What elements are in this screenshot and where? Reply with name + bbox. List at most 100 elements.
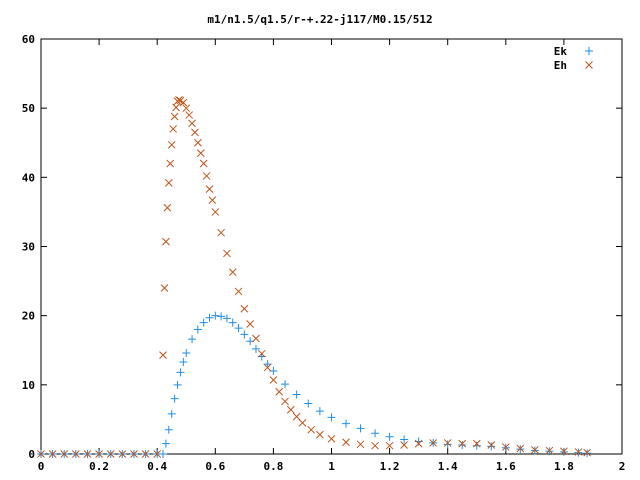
data-point-eh (160, 284, 169, 292)
data-point-eh (281, 397, 289, 406)
legend-marker-cross-icon (585, 61, 593, 69)
data-point-ek (188, 335, 197, 344)
data-point-eh (327, 434, 336, 443)
data-point-ek (170, 394, 179, 403)
data-point-ek (251, 344, 260, 353)
data-point-eh (263, 363, 272, 372)
data-point-eh (179, 98, 188, 107)
data-point-eh (202, 172, 211, 180)
data-point-ek (164, 425, 173, 434)
x-tick-label: 0.4 (147, 460, 167, 473)
data-point-ek (315, 407, 324, 416)
legend-label-eh: Eh (554, 59, 567, 72)
x-tick-label: 0.6 (205, 460, 225, 473)
data-point-eh (286, 405, 295, 414)
x-tick-label: 0 (38, 460, 45, 473)
data-point-eh (175, 96, 183, 104)
data-point-eh (429, 439, 438, 447)
x-tick-label: 1.4 (438, 460, 458, 473)
x-tick-label: 0.2 (89, 460, 109, 473)
data-point-ek (205, 313, 214, 322)
data-point-ek (228, 318, 237, 327)
data-point-ek (173, 380, 182, 389)
data-point-eh (106, 450, 115, 458)
data-point-eh (196, 149, 205, 157)
data-point-ek (182, 349, 191, 358)
data-point-ek (472, 441, 481, 450)
data-point-eh (83, 450, 92, 458)
data-point-ek (263, 360, 272, 369)
x-tick-label: 1.2 (380, 460, 400, 473)
data-point-eh (130, 450, 138, 458)
data-point-eh (169, 125, 178, 133)
x-tick-label: 2 (619, 460, 626, 473)
data-point-eh (443, 439, 452, 447)
data-point-ek (161, 439, 170, 448)
data-point-eh (223, 249, 231, 258)
data-point-eh (545, 446, 554, 455)
chart-title: m1/n1.5/q1.5/r-+.22-j117/M0.15/512 (207, 13, 432, 26)
data-point-eh (574, 448, 583, 456)
data-point-ek (281, 380, 290, 389)
data-point-eh (167, 140, 176, 149)
data-point-eh (205, 185, 214, 193)
data-point-ek (458, 441, 467, 450)
legend-label-ek: Ek (554, 45, 568, 58)
data-point-eh (95, 450, 103, 458)
data-point-eh (48, 450, 57, 458)
data-point-eh (163, 203, 172, 212)
data-point-eh (356, 440, 365, 449)
data-point-ek (222, 314, 231, 323)
data-point-ek (356, 424, 365, 433)
data-point-eh (159, 351, 167, 359)
data-point-eh (164, 179, 173, 187)
data-point-eh (217, 228, 225, 237)
data-point-eh (516, 444, 525, 453)
data-point-eh (166, 159, 175, 168)
data-point-ek (234, 324, 243, 333)
data-point-eh (208, 196, 217, 205)
y-tick-label: 0 (28, 448, 35, 461)
x-tick-label: 0.8 (263, 460, 283, 473)
data-point-ek (400, 435, 409, 444)
data-point-eh (371, 441, 379, 450)
y-tick-label: 40 (22, 171, 35, 184)
data-point-ek (167, 409, 176, 418)
data-point-eh (246, 320, 255, 328)
data-point-ek (217, 312, 226, 321)
data-point-ek (240, 330, 249, 339)
data-point-eh (583, 448, 591, 457)
data-point-ek (371, 429, 380, 438)
series-ek (37, 311, 592, 458)
legend-marker-plus-icon (585, 47, 593, 55)
data-point-ek (193, 325, 202, 334)
data-point-ek (327, 413, 336, 422)
x-tick-label: 1 (328, 460, 335, 473)
data-point-eh (162, 237, 170, 246)
data-point-eh (141, 450, 150, 458)
data-point-eh (414, 439, 423, 448)
y-tick-label: 20 (22, 310, 35, 323)
data-point-eh (400, 441, 408, 449)
data-point-ek (159, 450, 168, 458)
data-point-eh (170, 112, 179, 121)
data-point-ek (304, 399, 313, 408)
data-point-eh (191, 128, 199, 137)
data-point-eh (60, 450, 69, 458)
data-point-eh (269, 376, 278, 384)
y-tick-label: 50 (22, 102, 35, 115)
data-point-ek (487, 442, 496, 451)
data-point-eh (118, 450, 127, 458)
data-point-eh (257, 349, 266, 358)
data-point-eh (292, 412, 301, 421)
data-point-eh (501, 443, 510, 451)
data-point-eh (182, 104, 191, 113)
y-tick-label: 10 (22, 379, 35, 392)
data-point-ek (292, 390, 301, 399)
data-point-eh (194, 138, 202, 147)
data-point-ek (443, 440, 452, 449)
data-point-ek (385, 432, 394, 441)
